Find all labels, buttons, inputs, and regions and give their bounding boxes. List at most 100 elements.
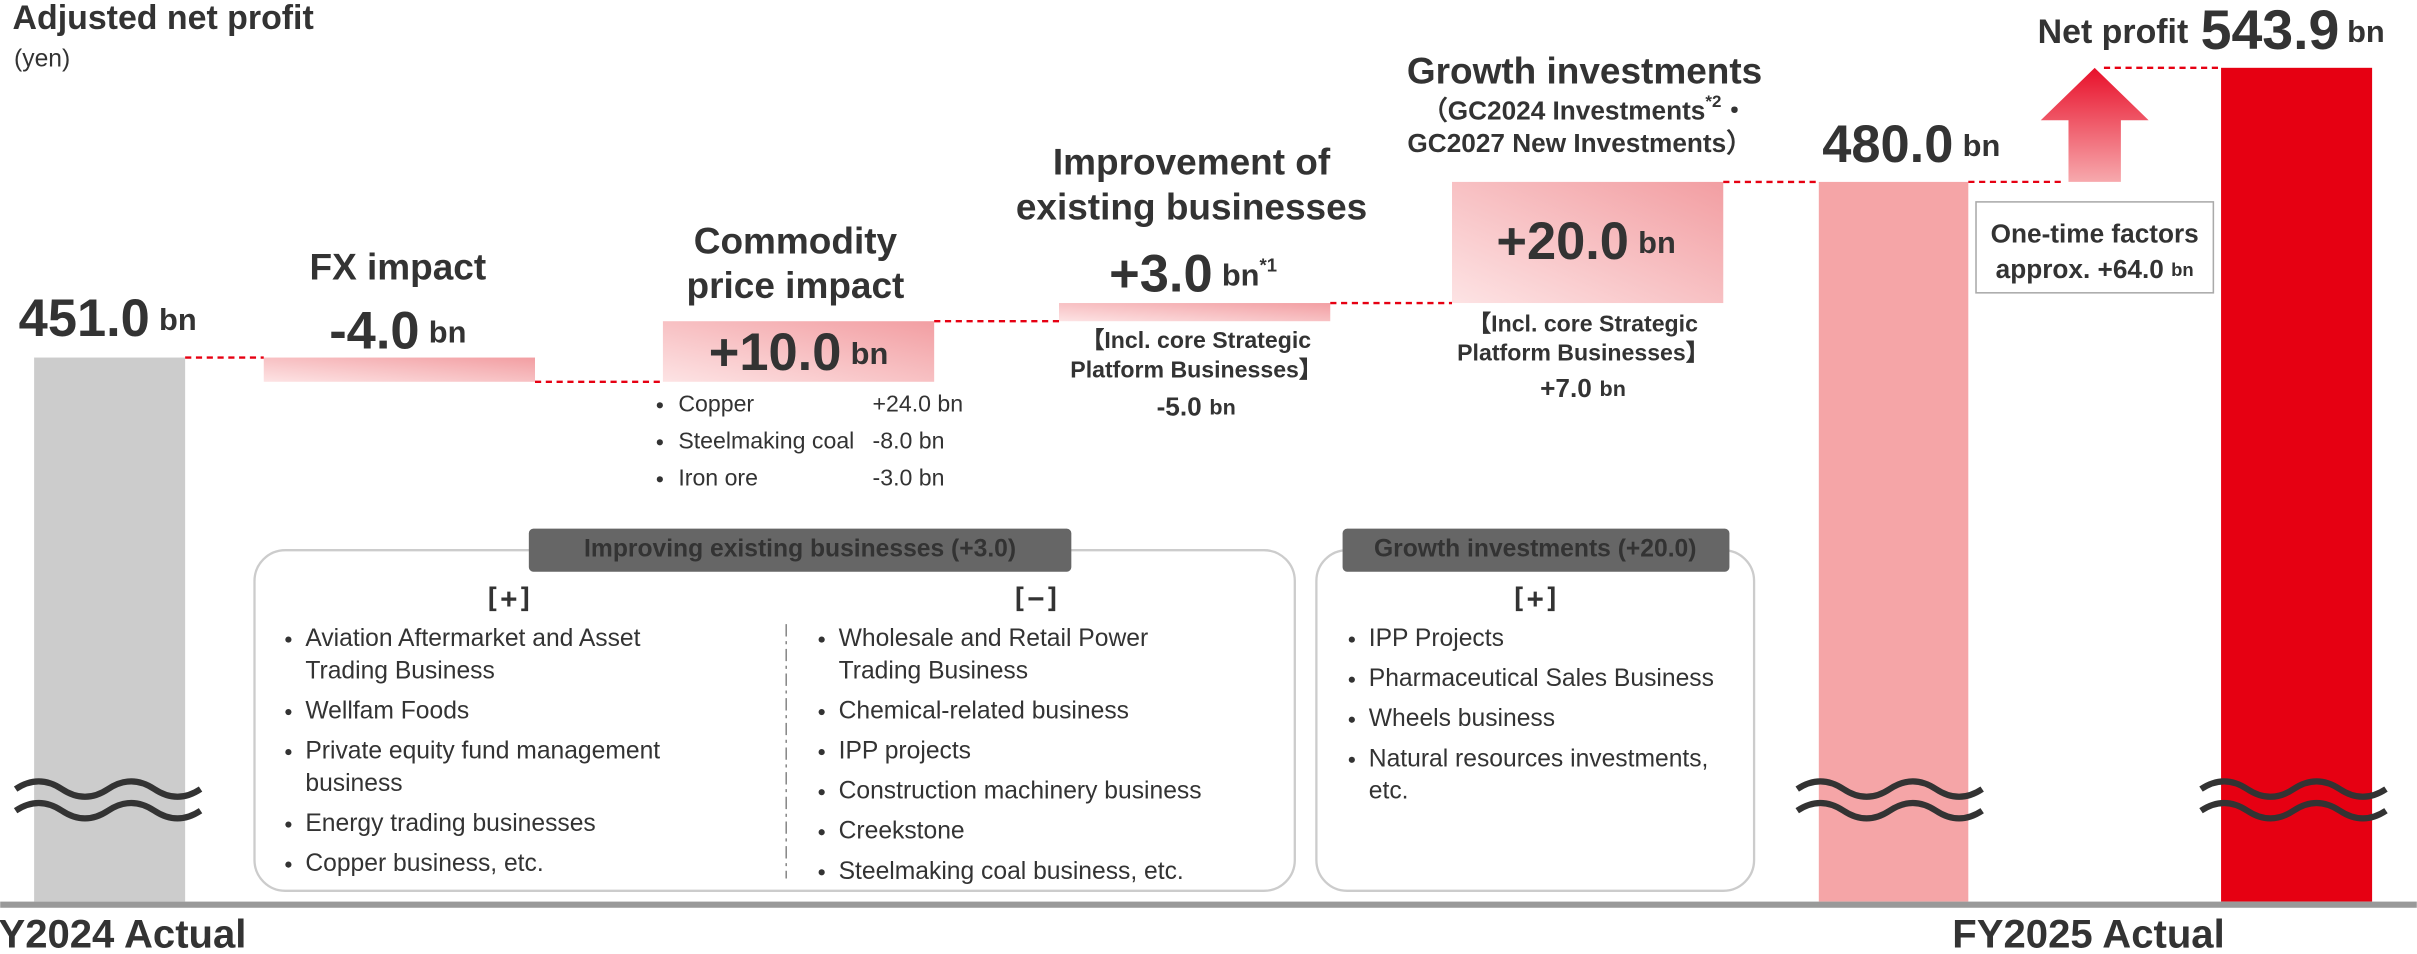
list-item: Construction machinery business	[839, 778, 1202, 805]
value: 543.9	[2201, 0, 2340, 61]
bullet	[818, 708, 825, 716]
break	[2199, 799, 2388, 822]
footnote: *2	[1705, 93, 1721, 112]
break	[13, 799, 203, 822]
growth-subtitle: GC2027 New Investments）	[1407, 128, 1752, 158]
unit: bn	[429, 315, 467, 350]
footnote: *1	[1260, 255, 1277, 276]
step-title: existing businesses	[1016, 186, 1367, 227]
x-category-label: FY2024 Actual	[0, 913, 246, 954]
bullet	[818, 749, 825, 756]
breakdown-value: -8.0 bn	[873, 427, 945, 453]
bars	[34, 67, 2373, 902]
bullet	[818, 829, 825, 836]
list-item: Wellfam Foods	[305, 698, 469, 725]
list-item: IPP projects	[839, 738, 971, 765]
step-title: Growth investments	[1407, 51, 1762, 92]
value: +3.0	[1109, 245, 1212, 303]
list-item: Wheels business	[1369, 705, 1555, 732]
list-item: Wholesale and Retail Power	[839, 625, 1149, 652]
list-item: Natural resources investments,	[1369, 745, 1709, 772]
unit-label: (yen)	[14, 46, 70, 73]
net-profit-label: Net profit 543.9 bn	[2038, 0, 2385, 61]
box-title: Improving existing businesses (+3.0)	[584, 536, 1016, 563]
break	[13, 778, 203, 800]
bullet	[818, 869, 825, 876]
prefix: approx.	[1996, 254, 2091, 284]
column-heading: [−]	[1011, 582, 1061, 615]
value: +7.0	[1540, 373, 1592, 403]
bar	[1452, 181, 1724, 304]
bullet	[285, 861, 292, 868]
list-item: Steelmaking coal business, etc.	[839, 858, 1184, 885]
connectors	[1968, 66, 2222, 184]
unit: bn	[1963, 128, 2001, 163]
bullet	[1348, 716, 1355, 723]
x-category-label: FY2025 Actual	[1952, 913, 2224, 954]
bullet	[656, 402, 663, 409]
value: -4.0	[329, 302, 419, 360]
note-line: Platform Businesses】	[1457, 340, 1709, 366]
breakdown-name: Steelmaking coal	[678, 427, 854, 453]
bar	[34, 357, 186, 902]
breakdown-value: +24.0 bn	[873, 390, 964, 416]
list-item: Pharmaceutical Sales Business	[1369, 665, 1714, 692]
value: +64.0	[2098, 254, 2164, 284]
value-label: 480.0 bn	[1822, 116, 2000, 174]
unit: bn	[851, 336, 889, 371]
list-item: Aviation Aftermarket and Asset	[305, 625, 640, 652]
breakdown-name: Copper	[678, 390, 754, 416]
step-title: Commodity	[694, 220, 898, 261]
line: ・	[1721, 95, 1747, 125]
value-label: -4.0 bn	[329, 302, 466, 360]
note-value: +7.0 bn	[1540, 373, 1626, 403]
value: -5.0	[1157, 391, 1202, 421]
breakdown-name: Iron ore	[678, 464, 758, 490]
list-item: etc.	[1369, 778, 1409, 805]
one-time-title: One-time factors	[1991, 219, 2199, 249]
bullet	[818, 789, 825, 796]
bullet	[285, 708, 292, 716]
unit: bn	[1209, 394, 1235, 419]
unit: bn	[1600, 376, 1626, 401]
list-item: Copper business, etc.	[305, 850, 543, 877]
break	[2199, 778, 2388, 800]
growth-subtitle: （GC2024 Investments*2・	[1422, 93, 1748, 126]
bullet	[656, 439, 663, 446]
list-item: business	[305, 770, 402, 797]
chart-title: Adjusted net profit	[13, 0, 314, 37]
bullet	[285, 749, 292, 756]
value-label: +10.0 bn	[709, 324, 888, 382]
list-item: Trading Business	[305, 657, 494, 684]
bar	[662, 321, 935, 382]
column-heading: [+]	[1510, 582, 1560, 615]
break	[1795, 778, 1984, 800]
break	[1795, 799, 1984, 822]
unit: bn	[1222, 258, 1260, 293]
unit: bn	[2347, 14, 2385, 49]
note-line: Platform Businesses】	[1070, 357, 1322, 383]
note-value: -5.0 bn	[1157, 391, 1236, 421]
list-item: Creekstone	[839, 818, 965, 845]
list-item: Trading Business	[839, 657, 1028, 684]
line: （GC2024 Investments	[1422, 95, 1706, 125]
bullet	[818, 636, 825, 643]
bar	[1818, 181, 1969, 902]
value: +20.0	[1496, 213, 1629, 271]
title: Net profit	[2038, 13, 2189, 51]
unit: bn	[2171, 259, 2194, 280]
bullet	[285, 821, 292, 828]
bullet	[1348, 756, 1355, 763]
unit: bn	[1638, 225, 1676, 260]
bullet	[285, 636, 292, 643]
axis-breaks	[13, 778, 2388, 822]
breakdown-value: -3.0 bn	[873, 464, 945, 490]
value: 451.0	[19, 290, 150, 348]
list-item: IPP Projects	[1369, 625, 1504, 652]
list-item: Chemical-related business	[839, 698, 1129, 725]
note-line: 【Incl. core Strategic	[1468, 310, 1698, 336]
value: 480.0	[1822, 116, 1953, 174]
box-header	[1342, 528, 1730, 572]
step-title: Improvement of	[1053, 142, 1331, 183]
